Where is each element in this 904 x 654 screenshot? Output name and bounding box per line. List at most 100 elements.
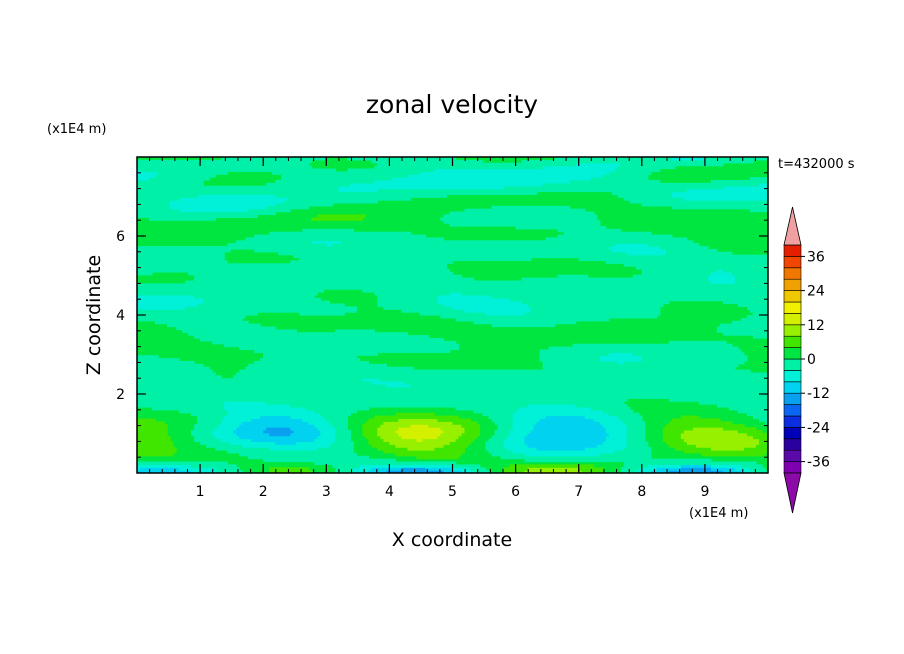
field-cell bbox=[524, 458, 712, 463]
x-unit-label: (x1E4 m) bbox=[689, 506, 748, 521]
field-cell bbox=[617, 360, 625, 365]
field-cell bbox=[137, 429, 168, 434]
field-cell bbox=[509, 297, 768, 302]
field-cell bbox=[623, 197, 685, 201]
field-cell bbox=[680, 467, 712, 471]
field-cell bbox=[137, 194, 198, 198]
field-cell bbox=[512, 415, 547, 420]
colorbar-segment bbox=[783, 370, 802, 383]
field-cell bbox=[542, 165, 619, 170]
colorbar-segment bbox=[783, 347, 802, 360]
field-cell bbox=[608, 412, 640, 417]
field-cell bbox=[503, 441, 526, 445]
field-cell bbox=[455, 438, 475, 442]
field-cell bbox=[509, 464, 595, 468]
field-cell bbox=[503, 444, 529, 448]
field-cell bbox=[602, 409, 634, 414]
field-cell bbox=[398, 432, 442, 437]
field-cell bbox=[452, 464, 481, 468]
field-cell bbox=[137, 174, 156, 178]
field-cell bbox=[419, 171, 610, 175]
field-cell bbox=[638, 467, 658, 471]
field-cell bbox=[188, 271, 454, 276]
field-cell bbox=[557, 228, 622, 233]
field-cell bbox=[290, 427, 318, 431]
field-cell bbox=[662, 438, 685, 442]
field-cell bbox=[137, 424, 168, 428]
colorbar-segment bbox=[783, 449, 802, 462]
field-cell bbox=[266, 205, 309, 210]
field-cell bbox=[662, 435, 682, 440]
field-cell bbox=[401, 467, 427, 471]
field-cell bbox=[485, 444, 505, 448]
field-cell bbox=[647, 464, 682, 468]
field-cell bbox=[275, 441, 297, 445]
field-cell bbox=[170, 205, 267, 210]
field-cell bbox=[137, 246, 610, 250]
field-cell bbox=[137, 309, 357, 313]
field-cell bbox=[512, 450, 616, 454]
field-cell bbox=[287, 197, 412, 201]
field-cell bbox=[266, 427, 291, 431]
field-cell bbox=[521, 159, 754, 164]
field-cell bbox=[542, 363, 739, 368]
field-cell bbox=[755, 444, 768, 448]
field-cell bbox=[506, 435, 526, 440]
field-cell bbox=[137, 421, 165, 425]
field-cell bbox=[311, 240, 342, 244]
field-cell bbox=[335, 329, 375, 333]
field-cell bbox=[626, 444, 649, 448]
field-cell bbox=[272, 171, 421, 175]
field-cell bbox=[191, 432, 213, 437]
field-cell bbox=[152, 406, 225, 411]
field-cell bbox=[254, 360, 369, 365]
field-cell bbox=[302, 418, 327, 422]
field-cell bbox=[617, 165, 676, 170]
field-cell bbox=[314, 461, 457, 465]
field-cell bbox=[191, 412, 228, 417]
colorbar-segment bbox=[783, 301, 802, 314]
field-cell bbox=[290, 404, 529, 408]
field-cell bbox=[221, 418, 252, 422]
colorbar-segment bbox=[783, 256, 802, 269]
field-cell bbox=[380, 378, 768, 382]
field-cell bbox=[371, 159, 484, 164]
field-cell bbox=[383, 306, 454, 310]
field-cell bbox=[233, 429, 264, 434]
x-tick-label: 8 bbox=[637, 484, 646, 500]
field-cell bbox=[218, 424, 240, 428]
field-cell bbox=[668, 444, 697, 448]
field-cell bbox=[710, 271, 733, 276]
field-cell bbox=[680, 435, 754, 440]
field-cell bbox=[137, 263, 448, 267]
field-cell bbox=[137, 398, 628, 402]
field-cell bbox=[665, 248, 718, 253]
field-cell bbox=[317, 435, 336, 440]
field-cell bbox=[179, 208, 249, 213]
field-cell bbox=[188, 332, 409, 336]
field-cell bbox=[224, 401, 267, 405]
field-cell bbox=[503, 470, 526, 473]
field-cell bbox=[425, 467, 454, 471]
field-cell bbox=[512, 418, 541, 422]
field-cell bbox=[368, 470, 387, 473]
field-cell bbox=[377, 162, 577, 167]
field-cell bbox=[686, 188, 768, 193]
field-cell bbox=[452, 467, 472, 471]
field-cell bbox=[530, 309, 661, 313]
field-cell bbox=[248, 363, 387, 368]
field-cell bbox=[602, 424, 628, 428]
field-cell bbox=[530, 429, 607, 434]
field-cell bbox=[224, 406, 306, 411]
field-cell bbox=[758, 418, 768, 422]
field-cell bbox=[362, 429, 378, 434]
field-cell bbox=[194, 427, 216, 431]
field-cell bbox=[527, 432, 610, 437]
field-cell bbox=[317, 447, 354, 451]
field-cell bbox=[491, 294, 768, 299]
field-cell bbox=[236, 240, 312, 244]
field-cell bbox=[407, 447, 436, 451]
field-cell bbox=[341, 240, 694, 244]
field-cell bbox=[734, 274, 768, 279]
field-cell bbox=[194, 424, 219, 428]
